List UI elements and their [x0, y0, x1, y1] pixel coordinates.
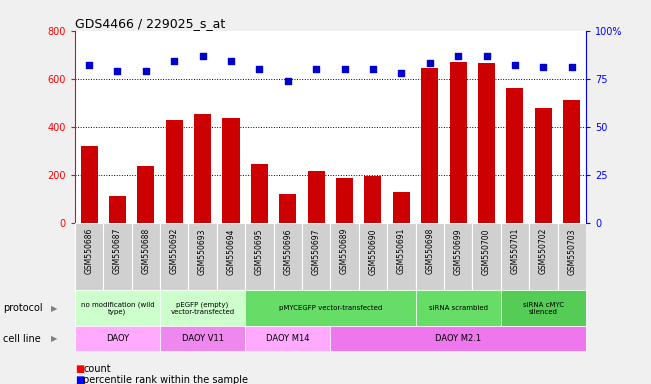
Text: GSM550703: GSM550703: [567, 228, 576, 275]
Bar: [75, 290, 160, 326]
Text: cell line: cell line: [3, 334, 41, 344]
Bar: [534, 108, 552, 223]
Point: [254, 66, 264, 72]
Bar: [506, 88, 523, 223]
Point: [197, 53, 208, 59]
Bar: [501, 223, 529, 290]
Bar: [557, 223, 586, 290]
Bar: [245, 290, 415, 326]
Bar: [330, 223, 359, 290]
Bar: [245, 326, 330, 351]
Bar: [415, 290, 501, 326]
Text: GSM550693: GSM550693: [198, 228, 207, 275]
Bar: [223, 118, 240, 223]
Text: GSM550701: GSM550701: [510, 228, 519, 275]
Text: siRNA scrambled: siRNA scrambled: [428, 305, 488, 311]
Text: GSM550687: GSM550687: [113, 228, 122, 275]
Bar: [104, 223, 132, 290]
Bar: [109, 196, 126, 223]
Bar: [501, 290, 586, 326]
Bar: [478, 63, 495, 223]
Bar: [444, 223, 473, 290]
Bar: [273, 223, 302, 290]
Point: [112, 68, 122, 74]
Bar: [308, 171, 325, 223]
Text: DAOY M14: DAOY M14: [266, 334, 309, 343]
Bar: [75, 326, 160, 351]
Bar: [160, 290, 245, 326]
Bar: [415, 223, 444, 290]
Point: [538, 64, 549, 70]
Text: ■: ■: [75, 364, 84, 374]
Point: [226, 58, 236, 65]
Text: GDS4466 / 229025_s_at: GDS4466 / 229025_s_at: [75, 17, 225, 30]
Point: [368, 66, 378, 72]
Text: GSM550702: GSM550702: [539, 228, 547, 275]
Bar: [75, 223, 104, 290]
Point: [510, 62, 520, 68]
Point: [311, 66, 322, 72]
Text: siRNA cMYC
silenced: siRNA cMYC silenced: [523, 302, 564, 314]
Bar: [160, 223, 188, 290]
Text: protocol: protocol: [3, 303, 43, 313]
Text: GSM550697: GSM550697: [312, 228, 321, 275]
Text: GSM550700: GSM550700: [482, 228, 491, 275]
Text: GSM550696: GSM550696: [283, 228, 292, 275]
Bar: [137, 166, 154, 223]
Text: GSM550698: GSM550698: [425, 228, 434, 275]
Bar: [450, 62, 467, 223]
Text: pMYCEGFP vector-transfected: pMYCEGFP vector-transfected: [279, 305, 382, 311]
Bar: [330, 326, 586, 351]
Bar: [529, 223, 557, 290]
Bar: [81, 146, 98, 223]
Bar: [194, 114, 211, 223]
Point: [481, 53, 492, 59]
Text: GSM550699: GSM550699: [454, 228, 463, 275]
Text: GSM550690: GSM550690: [368, 228, 378, 275]
Point: [141, 68, 151, 74]
Bar: [393, 192, 410, 223]
Text: count: count: [83, 364, 111, 374]
Text: DAOY: DAOY: [106, 334, 129, 343]
Point: [283, 78, 293, 84]
Bar: [245, 223, 273, 290]
Text: DAOY M2.1: DAOY M2.1: [435, 334, 481, 343]
Text: GSM550689: GSM550689: [340, 228, 349, 275]
Bar: [365, 176, 381, 223]
Text: ▶: ▶: [51, 304, 57, 313]
Bar: [421, 68, 438, 223]
Text: GSM550686: GSM550686: [85, 228, 94, 275]
Point: [84, 62, 94, 68]
Bar: [359, 223, 387, 290]
Bar: [166, 119, 183, 223]
Text: GSM550691: GSM550691: [397, 228, 406, 275]
Text: ▶: ▶: [51, 334, 57, 343]
Point: [339, 66, 350, 72]
Text: GSM550688: GSM550688: [141, 228, 150, 274]
Text: ■: ■: [75, 375, 84, 384]
Bar: [302, 223, 330, 290]
Point: [396, 70, 407, 76]
Text: GSM550692: GSM550692: [170, 228, 179, 275]
Bar: [336, 178, 353, 223]
Bar: [279, 194, 296, 223]
Bar: [387, 223, 415, 290]
Point: [169, 58, 180, 65]
Bar: [217, 223, 245, 290]
Bar: [188, 223, 217, 290]
Point: [424, 60, 435, 66]
Bar: [160, 326, 245, 351]
Bar: [473, 223, 501, 290]
Bar: [132, 223, 160, 290]
Point: [566, 64, 577, 70]
Point: [453, 53, 464, 59]
Bar: [251, 164, 268, 223]
Text: DAOY V11: DAOY V11: [182, 334, 224, 343]
Text: GSM550695: GSM550695: [255, 228, 264, 275]
Text: percentile rank within the sample: percentile rank within the sample: [83, 375, 248, 384]
Text: GSM550694: GSM550694: [227, 228, 236, 275]
Bar: [563, 100, 580, 223]
Text: pEGFP (empty)
vector-transfected: pEGFP (empty) vector-transfected: [171, 301, 235, 315]
Text: no modification (wild
type): no modification (wild type): [81, 301, 154, 315]
